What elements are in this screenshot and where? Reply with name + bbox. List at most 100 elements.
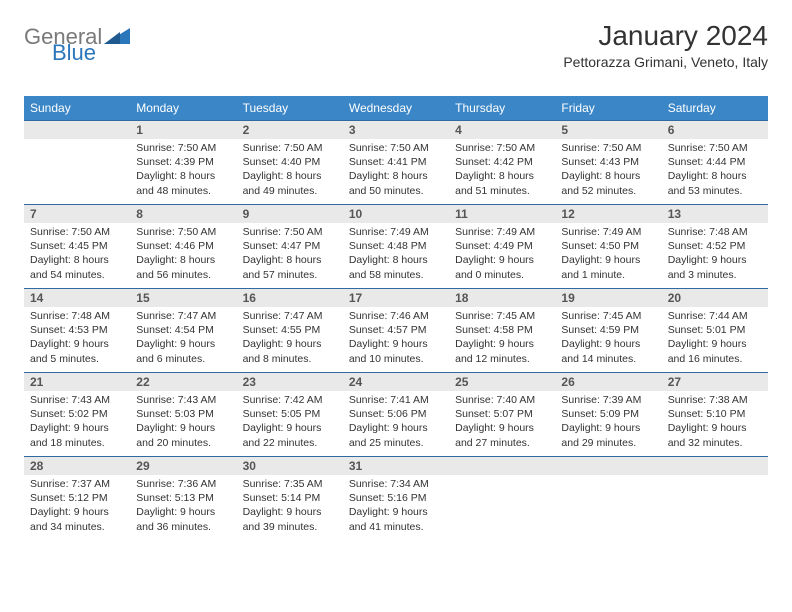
calendar-cell: 13Sunrise: 7:48 AMSunset: 4:52 PMDayligh… — [662, 204, 768, 288]
day-number: 22 — [130, 372, 236, 391]
day-details: Sunrise: 7:43 AMSunset: 5:03 PMDaylight:… — [130, 391, 236, 454]
sunrise-text: Sunrise: 7:41 AM — [349, 393, 443, 407]
day-details: Sunrise: 7:50 AMSunset: 4:39 PMDaylight:… — [130, 139, 236, 202]
day-number: 25 — [449, 372, 555, 391]
daylight-text: Daylight: 9 hours and 16 minutes. — [668, 337, 762, 365]
calendar-cell: 7Sunrise: 7:50 AMSunset: 4:45 PMDaylight… — [24, 204, 130, 288]
sunset-text: Sunset: 5:14 PM — [243, 491, 337, 505]
day-details: Sunrise: 7:46 AMSunset: 4:57 PMDaylight:… — [343, 307, 449, 370]
day-number: 16 — [237, 288, 343, 307]
day-details: Sunrise: 7:45 AMSunset: 4:59 PMDaylight:… — [555, 307, 661, 370]
sunrise-text: Sunrise: 7:44 AM — [668, 309, 762, 323]
daylight-text: Daylight: 9 hours and 39 minutes. — [243, 505, 337, 533]
day-number: 19 — [555, 288, 661, 307]
daylight-text: Daylight: 8 hours and 53 minutes. — [668, 169, 762, 197]
sunset-text: Sunset: 4:40 PM — [243, 155, 337, 169]
sunset-text: Sunset: 4:59 PM — [561, 323, 655, 337]
calendar-cell: 4Sunrise: 7:50 AMSunset: 4:42 PMDaylight… — [449, 120, 555, 204]
calendar-cell: 20Sunrise: 7:44 AMSunset: 5:01 PMDayligh… — [662, 288, 768, 372]
day-details: Sunrise: 7:50 AMSunset: 4:47 PMDaylight:… — [237, 223, 343, 286]
sunset-text: Sunset: 4:43 PM — [561, 155, 655, 169]
daylight-text: Daylight: 9 hours and 3 minutes. — [668, 253, 762, 281]
day-number: 4 — [449, 120, 555, 139]
day-header: Saturday — [662, 96, 768, 120]
day-details: Sunrise: 7:38 AMSunset: 5:10 PMDaylight:… — [662, 391, 768, 454]
daylight-text: Daylight: 9 hours and 32 minutes. — [668, 421, 762, 449]
day-number: 17 — [343, 288, 449, 307]
calendar-table: SundayMondayTuesdayWednesdayThursdayFrid… — [24, 96, 768, 540]
daylight-text: Daylight: 8 hours and 56 minutes. — [136, 253, 230, 281]
daylight-text: Daylight: 9 hours and 25 minutes. — [349, 421, 443, 449]
daylight-text: Daylight: 9 hours and 36 minutes. — [136, 505, 230, 533]
day-details: Sunrise: 7:45 AMSunset: 4:58 PMDaylight:… — [449, 307, 555, 370]
header: General January 2024 Pettorazza Grimani,… — [24, 20, 768, 70]
calendar-cell: 6Sunrise: 7:50 AMSunset: 4:44 PMDaylight… — [662, 120, 768, 204]
calendar-week: 1Sunrise: 7:50 AMSunset: 4:39 PMDaylight… — [24, 120, 768, 204]
daylight-text: Daylight: 9 hours and 10 minutes. — [349, 337, 443, 365]
day-details: Sunrise: 7:50 AMSunset: 4:41 PMDaylight:… — [343, 139, 449, 202]
calendar-cell: 28Sunrise: 7:37 AMSunset: 5:12 PMDayligh… — [24, 456, 130, 540]
sunset-text: Sunset: 4:46 PM — [136, 239, 230, 253]
day-number: 20 — [662, 288, 768, 307]
sunrise-text: Sunrise: 7:50 AM — [30, 225, 124, 239]
sunset-text: Sunset: 4:57 PM — [349, 323, 443, 337]
daylight-text: Daylight: 8 hours and 54 minutes. — [30, 253, 124, 281]
logo-triangle-icon — [104, 26, 130, 49]
calendar-cell: 22Sunrise: 7:43 AMSunset: 5:03 PMDayligh… — [130, 372, 236, 456]
calendar-cell: 30Sunrise: 7:35 AMSunset: 5:14 PMDayligh… — [237, 456, 343, 540]
day-details: Sunrise: 7:50 AMSunset: 4:42 PMDaylight:… — [449, 139, 555, 202]
day-details: Sunrise: 7:48 AMSunset: 4:53 PMDaylight:… — [24, 307, 130, 370]
day-number: 18 — [449, 288, 555, 307]
location-subtitle: Pettorazza Grimani, Veneto, Italy — [563, 54, 768, 70]
day-header: Friday — [555, 96, 661, 120]
calendar-week: 28Sunrise: 7:37 AMSunset: 5:12 PMDayligh… — [24, 456, 768, 540]
calendar-cell — [555, 456, 661, 540]
day-details: Sunrise: 7:50 AMSunset: 4:43 PMDaylight:… — [555, 139, 661, 202]
daylight-text: Daylight: 9 hours and 41 minutes. — [349, 505, 443, 533]
calendar-cell: 21Sunrise: 7:43 AMSunset: 5:02 PMDayligh… — [24, 372, 130, 456]
calendar-cell: 19Sunrise: 7:45 AMSunset: 4:59 PMDayligh… — [555, 288, 661, 372]
sunset-text: Sunset: 4:42 PM — [455, 155, 549, 169]
day-header: Thursday — [449, 96, 555, 120]
sunset-text: Sunset: 4:45 PM — [30, 239, 124, 253]
day-number — [24, 120, 130, 139]
calendar-cell: 24Sunrise: 7:41 AMSunset: 5:06 PMDayligh… — [343, 372, 449, 456]
day-number: 8 — [130, 204, 236, 223]
sunrise-text: Sunrise: 7:50 AM — [136, 225, 230, 239]
daylight-text: Daylight: 8 hours and 50 minutes. — [349, 169, 443, 197]
sunrise-text: Sunrise: 7:47 AM — [136, 309, 230, 323]
day-number: 13 — [662, 204, 768, 223]
daylight-text: Daylight: 9 hours and 6 minutes. — [136, 337, 230, 365]
day-number: 2 — [237, 120, 343, 139]
sunrise-text: Sunrise: 7:38 AM — [668, 393, 762, 407]
sunrise-text: Sunrise: 7:49 AM — [561, 225, 655, 239]
sunset-text: Sunset: 5:12 PM — [30, 491, 124, 505]
daylight-text: Daylight: 8 hours and 52 minutes. — [561, 169, 655, 197]
day-details — [555, 475, 661, 481]
calendar-cell: 1Sunrise: 7:50 AMSunset: 4:39 PMDaylight… — [130, 120, 236, 204]
sunrise-text: Sunrise: 7:50 AM — [455, 141, 549, 155]
day-number: 15 — [130, 288, 236, 307]
sunset-text: Sunset: 4:50 PM — [561, 239, 655, 253]
sunset-text: Sunset: 5:16 PM — [349, 491, 443, 505]
day-details: Sunrise: 7:47 AMSunset: 4:54 PMDaylight:… — [130, 307, 236, 370]
daylight-text: Daylight: 8 hours and 58 minutes. — [349, 253, 443, 281]
calendar-cell: 17Sunrise: 7:46 AMSunset: 4:57 PMDayligh… — [343, 288, 449, 372]
calendar-cell: 29Sunrise: 7:36 AMSunset: 5:13 PMDayligh… — [130, 456, 236, 540]
sunset-text: Sunset: 4:58 PM — [455, 323, 549, 337]
sunset-text: Sunset: 5:13 PM — [136, 491, 230, 505]
day-details: Sunrise: 7:37 AMSunset: 5:12 PMDaylight:… — [24, 475, 130, 538]
calendar-cell: 10Sunrise: 7:49 AMSunset: 4:48 PMDayligh… — [343, 204, 449, 288]
sunset-text: Sunset: 4:47 PM — [243, 239, 337, 253]
sunset-text: Sunset: 5:10 PM — [668, 407, 762, 421]
daylight-text: Daylight: 9 hours and 34 minutes. — [30, 505, 124, 533]
calendar-week: 14Sunrise: 7:48 AMSunset: 4:53 PMDayligh… — [24, 288, 768, 372]
sunset-text: Sunset: 4:44 PM — [668, 155, 762, 169]
sunrise-text: Sunrise: 7:36 AM — [136, 477, 230, 491]
day-number: 21 — [24, 372, 130, 391]
sunrise-text: Sunrise: 7:49 AM — [455, 225, 549, 239]
page-title: January 2024 — [563, 20, 768, 52]
calendar-cell: 25Sunrise: 7:40 AMSunset: 5:07 PMDayligh… — [449, 372, 555, 456]
calendar-cell: 31Sunrise: 7:34 AMSunset: 5:16 PMDayligh… — [343, 456, 449, 540]
calendar-cell: 27Sunrise: 7:38 AMSunset: 5:10 PMDayligh… — [662, 372, 768, 456]
